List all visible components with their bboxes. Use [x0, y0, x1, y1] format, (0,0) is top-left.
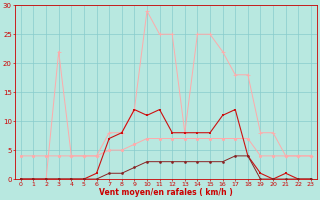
X-axis label: Vent moyen/en rafales ( km/h ): Vent moyen/en rafales ( km/h ): [99, 188, 233, 197]
